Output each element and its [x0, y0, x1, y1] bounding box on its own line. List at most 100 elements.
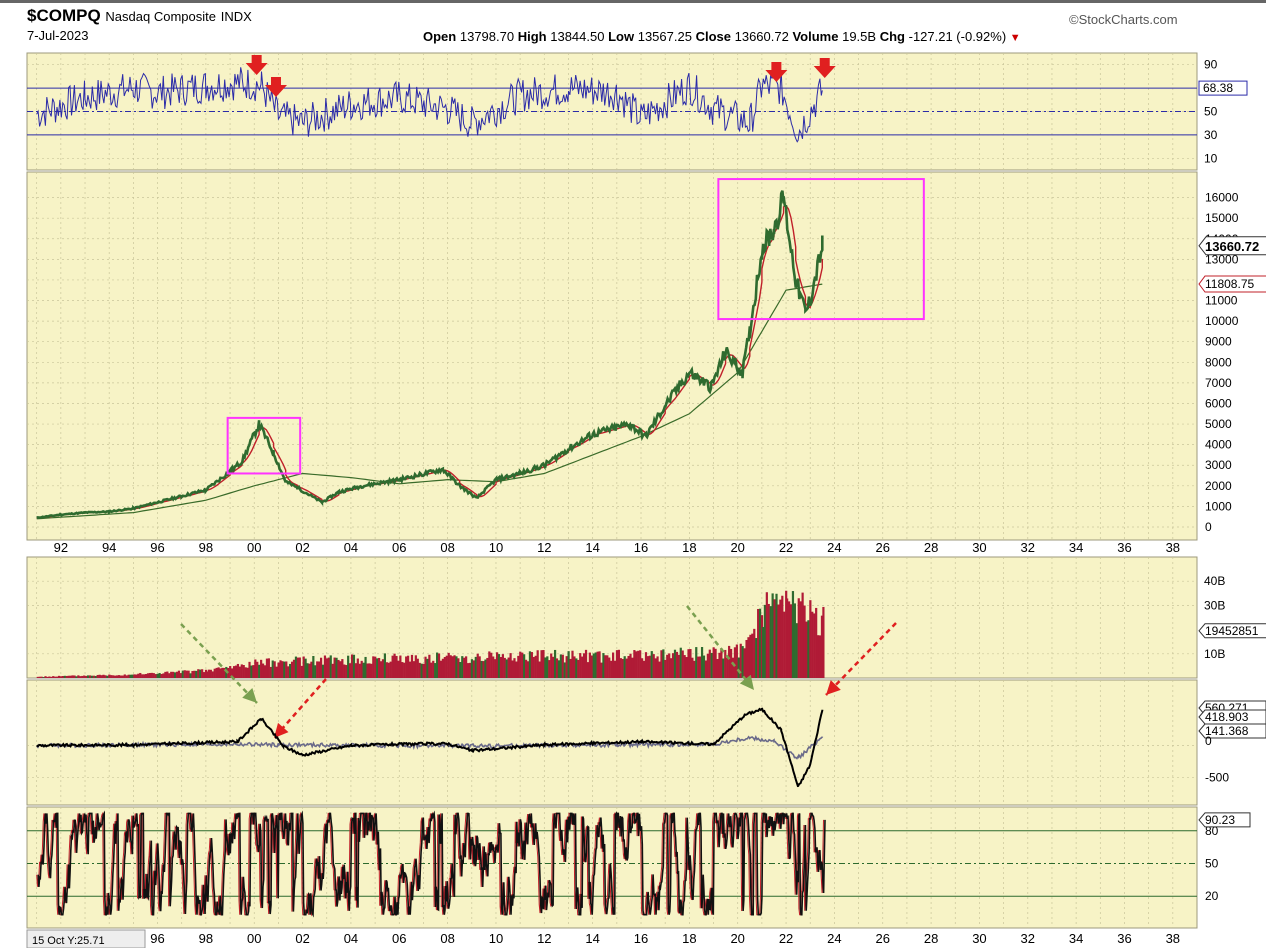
volume-bar [331, 663, 334, 678]
volume-tick-label: 10B [1204, 647, 1225, 661]
volume-bar [329, 655, 332, 678]
volume-bar [234, 665, 238, 678]
price-tick-label: 10000 [1205, 314, 1239, 328]
volume-bar [767, 603, 770, 678]
volume-bar [758, 608, 762, 678]
volume-bar [229, 666, 232, 678]
volume-bar [777, 604, 780, 678]
volume-bar [352, 654, 356, 678]
price-tick-label: 8000 [1205, 355, 1232, 369]
volume-bar [102, 674, 105, 678]
volume-bar [503, 657, 506, 678]
chart-title: $COMPQ Nasdaq Composite INDX [27, 6, 252, 26]
volume-bar [621, 658, 624, 678]
volume-bar [81, 675, 84, 678]
volume-bar [718, 652, 721, 678]
red-down-arrow-icon [264, 77, 287, 97]
red-dotted-arrow-head [826, 680, 841, 695]
price-tick-label: 0 [1205, 520, 1212, 534]
macd-value-tag [1198, 723, 1266, 739]
volume-bar [207, 669, 211, 678]
volume-bar [606, 655, 609, 678]
volume-bar [671, 653, 675, 678]
volume-bar [397, 660, 400, 678]
rsi-tick-label: 50 [1204, 105, 1218, 119]
volume-bar [523, 654, 526, 678]
volume-bar [181, 670, 184, 678]
close-label: Close [695, 29, 731, 44]
volume-bar [635, 651, 638, 678]
stochastic-last-value-tag [1198, 812, 1251, 828]
volume-bar [285, 661, 288, 678]
volume-bar [443, 656, 446, 678]
x-axis-tick-label: 18 [682, 540, 696, 555]
volume-bar [327, 657, 330, 678]
volume-bar [588, 652, 591, 678]
volume-bar [424, 656, 427, 678]
x-axis-tick-label: 08 [440, 540, 454, 555]
volume-bar [501, 654, 504, 678]
volume-bar [246, 667, 249, 678]
volume-bar [385, 662, 388, 678]
volume-bar [803, 605, 806, 678]
x-axis-tick-label: 38 [1166, 931, 1180, 946]
x-axis-tick-label: 04 [344, 540, 358, 555]
volume-bar [769, 606, 772, 678]
volume-bar [173, 672, 177, 678]
volume-bar [550, 653, 553, 678]
volume-bar [399, 655, 402, 678]
volume-bar [789, 604, 793, 678]
volume-bar [265, 658, 269, 678]
volume-bar [733, 647, 737, 678]
x-axis-tick-label: 16 [634, 931, 648, 946]
volume-bar [436, 652, 439, 678]
volume-bar [127, 674, 130, 678]
volume-bar [571, 650, 574, 678]
macd-line [36, 707, 824, 788]
x-axis-tick-label: 20 [730, 540, 744, 555]
volume-bar [615, 650, 619, 678]
volume-bar [542, 650, 545, 678]
volume-bar [137, 673, 140, 678]
volume-bar [519, 651, 522, 678]
volume-bar [75, 676, 78, 678]
corner-readout-label: 15 Oct Y:25.71 [32, 935, 105, 947]
volume-bar [40, 676, 43, 678]
volume-bar [59, 676, 63, 678]
volume-bar [459, 661, 462, 678]
price-tick-label: 7000 [1205, 376, 1232, 390]
volume-bar [263, 665, 267, 678]
volume-bar [52, 676, 55, 678]
volume-bar [358, 663, 361, 678]
volume-bar [811, 611, 814, 678]
price-tick-label: 3000 [1205, 458, 1232, 472]
volume-bar [135, 674, 138, 678]
volume-bar [755, 638, 758, 678]
volume-bar [46, 676, 49, 678]
volume-bar [350, 654, 354, 678]
highlight-box [717, 178, 925, 321]
volume-bar [110, 675, 113, 678]
volume-bar [401, 662, 404, 678]
stochastic-last-value-label: 90.23 [1205, 813, 1235, 827]
volume-bar [395, 655, 398, 678]
volume-bar [374, 656, 377, 678]
volume-bar [391, 655, 394, 678]
volume-bar [511, 660, 514, 678]
volume-bar [310, 661, 313, 678]
volume-bar [100, 675, 103, 678]
volume-bar [48, 676, 51, 678]
volume-bar [248, 661, 251, 678]
x-axis-tick-label: 94 [102, 540, 116, 555]
x-axis-tick-label: 24 [827, 540, 841, 555]
macd-value-tag [1198, 709, 1266, 725]
volume-bar [708, 649, 711, 678]
volume-bar [820, 615, 824, 678]
x-axis-tick-label: 16 [634, 540, 648, 555]
index-name: Nasdaq Composite [105, 9, 216, 24]
volume-bar [447, 652, 450, 678]
volume-bar [339, 661, 342, 678]
volume-bar [356, 658, 359, 678]
volume-value: 19.5B [842, 29, 877, 44]
volume-bar [104, 675, 107, 678]
